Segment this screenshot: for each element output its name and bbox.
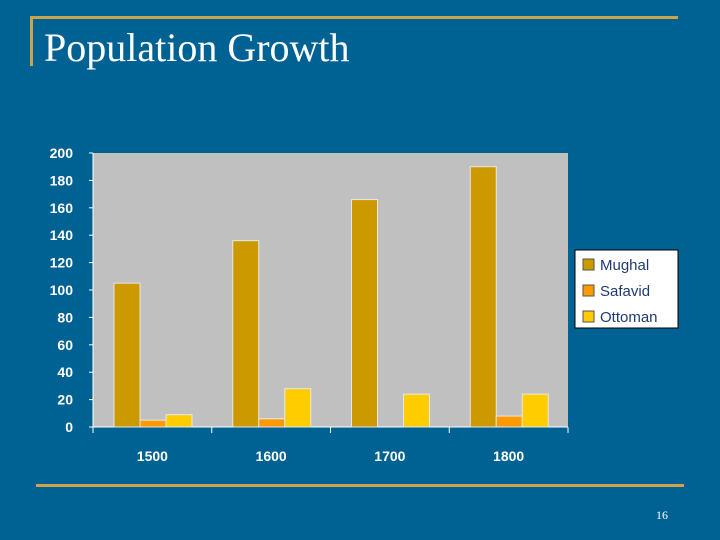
y-tick-label: 40 xyxy=(57,364,73,380)
y-tick-label: 60 xyxy=(57,337,73,353)
bar-ottoman-1600 xyxy=(284,388,312,428)
x-axis: 1500 1600 1700 1800 xyxy=(92,426,569,464)
bar-mughal-1700 xyxy=(351,199,378,428)
x-tick-label: 1500 xyxy=(137,448,168,464)
top-rule xyxy=(30,16,678,19)
y-tick-label: 80 xyxy=(57,309,73,325)
y-tick-label: 100 xyxy=(50,282,74,298)
y-tick-label: 140 xyxy=(50,227,74,243)
bar-ottoman-1500 xyxy=(165,414,193,428)
bar-safavid-1800 xyxy=(495,415,523,428)
x-tick-label: 1600 xyxy=(256,448,287,464)
title-side-rule xyxy=(30,16,33,66)
legend-label-safavid: Safavid xyxy=(600,283,650,300)
legend-swatch-mughal xyxy=(582,258,595,271)
bar-ottoman-1700 xyxy=(403,393,430,428)
y-tick-label: 160 xyxy=(50,200,74,216)
page-number: 16 xyxy=(656,508,668,522)
y-tick-label: 120 xyxy=(50,255,74,271)
bar-safavid-1600 xyxy=(258,418,286,428)
bar-mughal-1600 xyxy=(232,240,260,428)
legend: Mughal Safavid Ottoman xyxy=(574,249,679,329)
page-title: Population Growth xyxy=(44,25,350,70)
y-tick-label: 0 xyxy=(65,419,73,435)
y-axis: 0 20 40 60 80 100 120 140 160 180 200 xyxy=(50,145,94,435)
x-tick-label: 1800 xyxy=(493,448,524,464)
legend-swatch-safavid xyxy=(582,284,595,297)
bar-mughal-1800 xyxy=(469,166,497,428)
legend-label-mughal: Mughal xyxy=(600,257,649,274)
legend-label-ottoman: Ottoman xyxy=(600,309,658,326)
bars xyxy=(113,166,549,428)
y-tick-label: 20 xyxy=(57,392,73,408)
bar-mughal-1500 xyxy=(113,282,141,428)
legend-swatch-ottoman xyxy=(582,310,595,323)
bar-ottoman-1800 xyxy=(521,393,549,428)
y-tick-label: 200 xyxy=(50,145,74,161)
bar-safavid-1500 xyxy=(139,419,167,428)
x-tick-label: 1700 xyxy=(374,448,405,464)
bottom-rule xyxy=(36,484,684,487)
y-tick-label: 180 xyxy=(50,172,74,188)
